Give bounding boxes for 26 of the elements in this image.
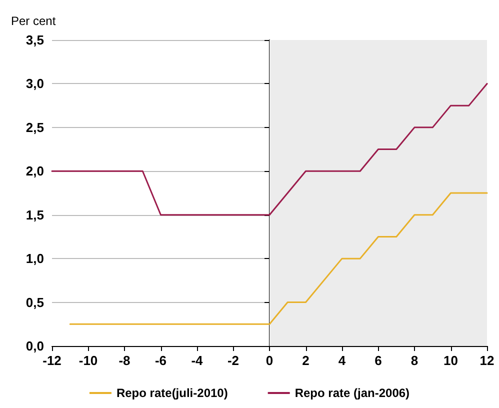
y-tick-label: 2,0 bbox=[26, 164, 44, 179]
x-tick-label: -2 bbox=[227, 353, 240, 368]
x-tick-label: 12 bbox=[480, 353, 494, 368]
x-tick-label: 2 bbox=[302, 353, 310, 368]
x-tick-label: 6 bbox=[374, 353, 382, 368]
x-tick-label: 0 bbox=[266, 353, 274, 368]
x-tick-label: -12 bbox=[42, 353, 62, 368]
x-tick-label: -8 bbox=[118, 353, 130, 368]
y-tick-label: 3,0 bbox=[26, 76, 44, 92]
legend-label: Repo rate (jan-2006) bbox=[294, 386, 410, 400]
y-tick-label: 2,5 bbox=[26, 120, 44, 135]
line-series bbox=[69, 192, 488, 325]
x-tick-label: -4 bbox=[191, 353, 204, 368]
legend-label: Repo rate(juli-2010) bbox=[116, 386, 228, 400]
x-tick-label: 4 bbox=[338, 353, 346, 368]
y-tick-label: 1,5 bbox=[26, 207, 44, 222]
y-tick-label: 0,5 bbox=[26, 294, 44, 310]
y-tick-label: 1,0 bbox=[26, 251, 44, 266]
x-tick-label: 8 bbox=[410, 353, 418, 368]
y-axis-title: Per cent bbox=[11, 14, 56, 28]
x-tick-label: -6 bbox=[154, 353, 167, 368]
x-tick-label: -10 bbox=[78, 353, 98, 368]
y-tick-label: 0,0 bbox=[26, 338, 44, 354]
x-tick-label: 10 bbox=[444, 353, 458, 368]
y-tick-label: 3,5 bbox=[26, 32, 44, 48]
line-series bbox=[51, 82, 488, 216]
